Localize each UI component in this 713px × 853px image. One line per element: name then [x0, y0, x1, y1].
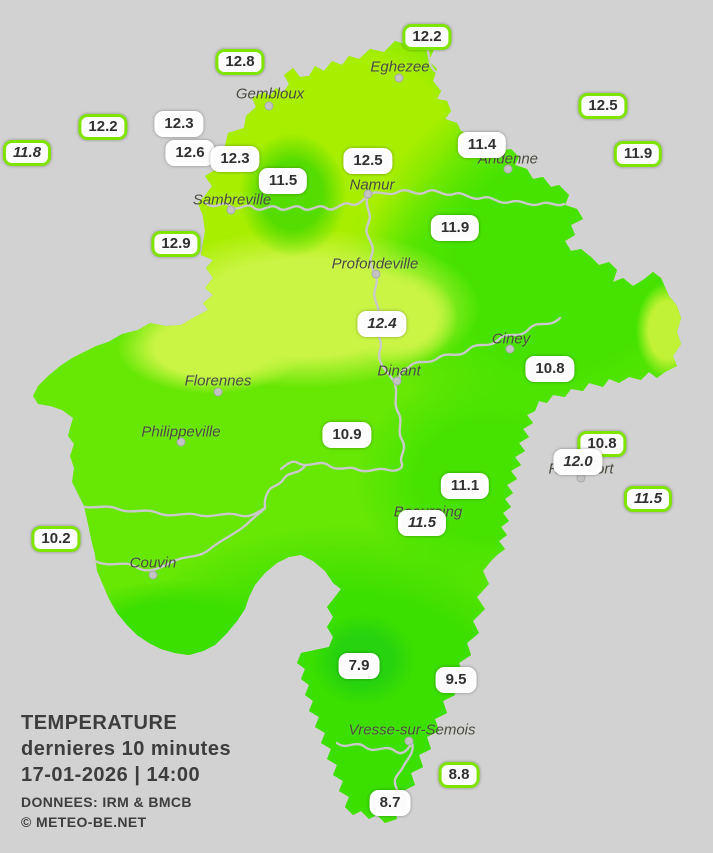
- city-dot-namur: [363, 189, 373, 199]
- temp-badge: 11.1: [440, 473, 490, 499]
- river-west-stream: [75, 503, 267, 518]
- temp-badge: 10.2: [31, 526, 81, 552]
- temp-badge: 12.3: [210, 146, 260, 172]
- river-viroin: [93, 506, 267, 572]
- city-label-sambreville: Sambreville: [192, 191, 272, 209]
- temp-badge: 8.7: [369, 790, 411, 816]
- temp-badge: 11.9: [613, 141, 663, 167]
- river-meuse-east: [367, 189, 566, 207]
- city-label-philippeville: Philippeville: [141, 423, 221, 441]
- city-label-couvin: Couvin: [129, 554, 177, 572]
- temp-badge: 11.5: [397, 510, 447, 536]
- city-dot-sambreville: [226, 205, 236, 215]
- city-label-profondeville: Profondeville: [331, 255, 419, 273]
- data-source: DONNEES: IRM & BMCB: [21, 794, 192, 810]
- city-label-namur: Namur: [349, 176, 395, 194]
- city-dot-philippeville: [176, 437, 186, 447]
- copyright-note: © METEO-BE.NET: [21, 814, 147, 830]
- city-label-eghezee: Eghezee: [370, 58, 430, 76]
- temp-badge: 8.8: [438, 762, 480, 788]
- temp-badge: 12.9: [151, 231, 201, 257]
- temp-badge: 12.2: [78, 114, 128, 140]
- map-subtitle: dernieres 10 minutes: [21, 738, 232, 760]
- temp-badge: 12.5: [343, 148, 393, 174]
- temp-badge: 12.8: [215, 49, 265, 75]
- city-label-vresse-sur-semois: Vresse-sur-Semois: [348, 721, 476, 739]
- river-meuse-south: [279, 193, 406, 473]
- city-label-ciney: Ciney: [491, 330, 531, 348]
- temp-badge: 12.4: [357, 311, 407, 337]
- map-datetime: 17-01-2026 | 14:00: [21, 764, 201, 786]
- temp-badge: 12.0: [553, 449, 603, 475]
- city-dot-florennes: [213, 387, 223, 397]
- river-lesse: [398, 316, 562, 384]
- city-dot-andenne: [503, 164, 513, 174]
- city-dot-couvin: [148, 570, 158, 580]
- city-label-florennes: Florennes: [184, 372, 252, 390]
- city-dot-ciney: [505, 344, 515, 354]
- temp-badge: 10.9: [322, 422, 372, 448]
- temp-badge: 9.5: [435, 667, 477, 693]
- temp-badge: 10.8: [525, 356, 575, 382]
- title-block: TEMPERATURE dernieres 10 minutes 17-01-2…: [21, 710, 231, 832]
- city-dot-vresse: [404, 736, 414, 746]
- temp-badge: 11.5: [258, 168, 308, 194]
- city-label-gembloux: Gembloux: [235, 85, 305, 103]
- river-hermeton: [263, 464, 307, 510]
- temp-badge: 12.2: [402, 24, 452, 50]
- map-title: TEMPERATURE: [21, 712, 178, 734]
- city-dot-dinant: [392, 376, 402, 386]
- city-dot-gembloux: [264, 101, 274, 111]
- city-dot-eghezee: [394, 73, 404, 83]
- city-dots-layer: [148, 73, 586, 746]
- temp-badge: 12.3: [154, 111, 204, 137]
- temp-badge: 7.9: [338, 653, 380, 679]
- temp-badge: 12.5: [578, 93, 628, 119]
- city-label-dinant: Dinant: [377, 362, 421, 380]
- temp-badge: 11.5: [623, 486, 673, 512]
- temp-badge: 11.8: [2, 140, 52, 166]
- temp-badge: 11.9: [430, 215, 480, 241]
- temp-badge: 11.4: [457, 132, 507, 158]
- city-dot-profondeville: [371, 269, 381, 279]
- temp-badge: 12.6: [165, 140, 215, 166]
